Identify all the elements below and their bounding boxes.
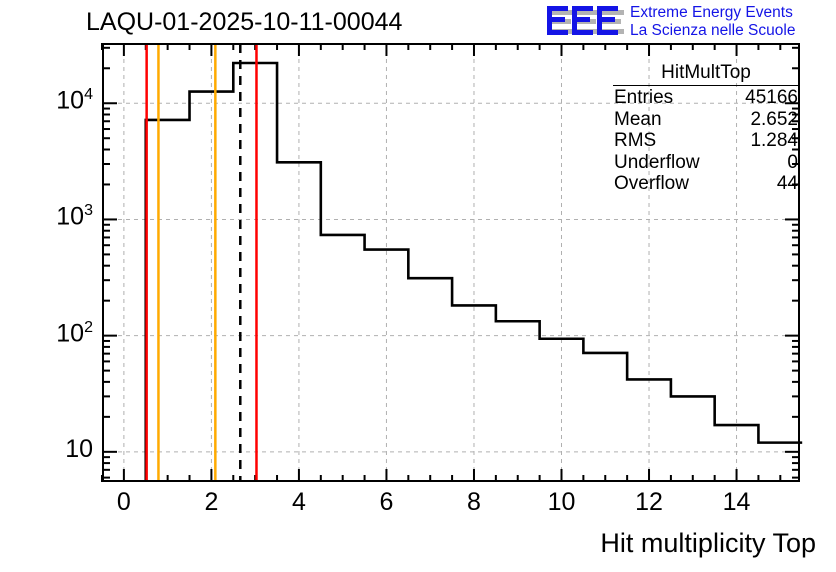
x-axis-title: Hit multiplicity Top xyxy=(600,528,816,558)
stats-box: HitMultTop Entries 45166 Mean 2.652 RMS 1.284… xyxy=(610,62,802,194)
stats-row-value: 45166 xyxy=(745,87,798,108)
gridlines xyxy=(102,43,800,482)
stats-row-key: Underflow xyxy=(614,151,700,173)
stats-row: Mean 2.652 xyxy=(610,109,802,131)
stats-rows: Entries 45166 Mean 2.652 RMS 1.284 Underflow 0 O… xyxy=(610,87,802,195)
x-axis-tick-label: 0 xyxy=(116,488,131,516)
page-title: LAQU-01-2025-10-11-00044 xyxy=(86,8,403,36)
x-axis-tick-label: 14 xyxy=(722,488,751,516)
y-axis-tick-label: 104 xyxy=(56,86,93,115)
stats-row-key: RMS xyxy=(614,130,657,151)
y-axis-tick-label: 103 xyxy=(56,202,93,231)
stats-row: Entries 45166 xyxy=(610,87,802,109)
stats-row: Underflow 0 xyxy=(610,152,802,174)
y-axis-tick-label: 102 xyxy=(56,318,93,347)
x-axis-tick-label: 8 xyxy=(467,488,481,516)
stats-row-value: 1.284 xyxy=(750,130,798,151)
stats-row-key: Overflow xyxy=(614,173,689,194)
plot-frame xyxy=(102,43,800,482)
stats-title: HitMultTop xyxy=(613,62,799,86)
eee-logo: Extreme Energy Events La Scienza nelle S… xyxy=(544,2,834,44)
stats-row-value: 0 xyxy=(787,151,798,173)
stats-row: Overflow 44 xyxy=(610,173,802,195)
x-axis-tick-label: 12 xyxy=(635,488,663,516)
eee-logo-mark-icon xyxy=(547,6,624,35)
histogram-steps xyxy=(144,61,803,482)
stats-row-key: Mean xyxy=(614,108,662,130)
eee-logo-line1: Extreme Energy Events xyxy=(630,4,793,21)
stats-row-value: 44 xyxy=(776,173,798,194)
x-axis-tick-label: 10 xyxy=(547,488,576,516)
x-axis-tick-label: 4 xyxy=(291,488,306,516)
stats-row-value: 2.652 xyxy=(750,108,798,130)
x-axis-tick-label: 2 xyxy=(204,488,219,516)
stats-row-key: Entries xyxy=(614,87,674,108)
eee-logo-line2: La Scienza nelle Scuole xyxy=(630,22,796,39)
y-axis-tick-label: 10 xyxy=(65,434,93,463)
marker-lines xyxy=(145,44,258,481)
eee-logo-text: Extreme Energy Events La Scienza nelle S… xyxy=(630,4,795,40)
histogram-outline xyxy=(144,61,803,482)
x-axis-tick-label: 6 xyxy=(379,488,394,516)
stats-row: RMS 1.284 xyxy=(610,130,802,152)
